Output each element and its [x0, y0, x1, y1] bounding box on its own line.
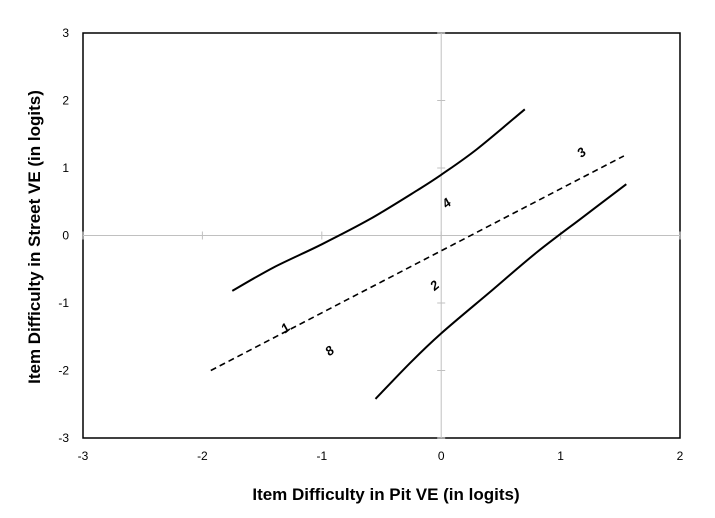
x-tick-label: 1 — [557, 449, 564, 463]
point-label-2: 2 — [426, 277, 443, 294]
y-tick-label: -2 — [58, 364, 69, 378]
y-tick-label: 3 — [62, 26, 69, 40]
y-tick-label: 2 — [62, 94, 69, 108]
x-tick-label: -2 — [197, 449, 208, 463]
x-axis-title: Item Difficulty in Pit VE (in logits) — [252, 485, 519, 504]
x-tick-label: -3 — [78, 449, 89, 463]
point-labels: 1 8 2 4 3 — [278, 144, 590, 359]
x-tick-labels: -3 -2 -1 0 1 2 — [78, 449, 684, 463]
y-tick-label: 0 — [62, 229, 69, 243]
y-tick-label: -3 — [58, 431, 69, 445]
y-tick-label: -1 — [58, 296, 69, 310]
point-label-1: 1 — [278, 320, 293, 336]
y-tick-label: 1 — [62, 161, 69, 175]
x-tick-label: 2 — [677, 449, 684, 463]
y-axis-title: Item Difficulty in Street VE (in logits) — [25, 90, 44, 384]
point-label-8: 8 — [322, 342, 338, 359]
dashed-fit-line — [210, 155, 625, 372]
x-tick-label: 0 — [438, 449, 445, 463]
x-tick-label: -1 — [316, 449, 327, 463]
point-label-4: 4 — [438, 194, 455, 211]
solid-curve-2 — [374, 183, 627, 400]
point-label-3: 3 — [574, 144, 590, 161]
zero-axes — [82, 32, 681, 439]
series-layer — [210, 108, 627, 400]
y-tick-labels: -3 -2 -1 0 1 2 3 — [58, 26, 69, 445]
solid-curve-0 — [231, 108, 526, 292]
